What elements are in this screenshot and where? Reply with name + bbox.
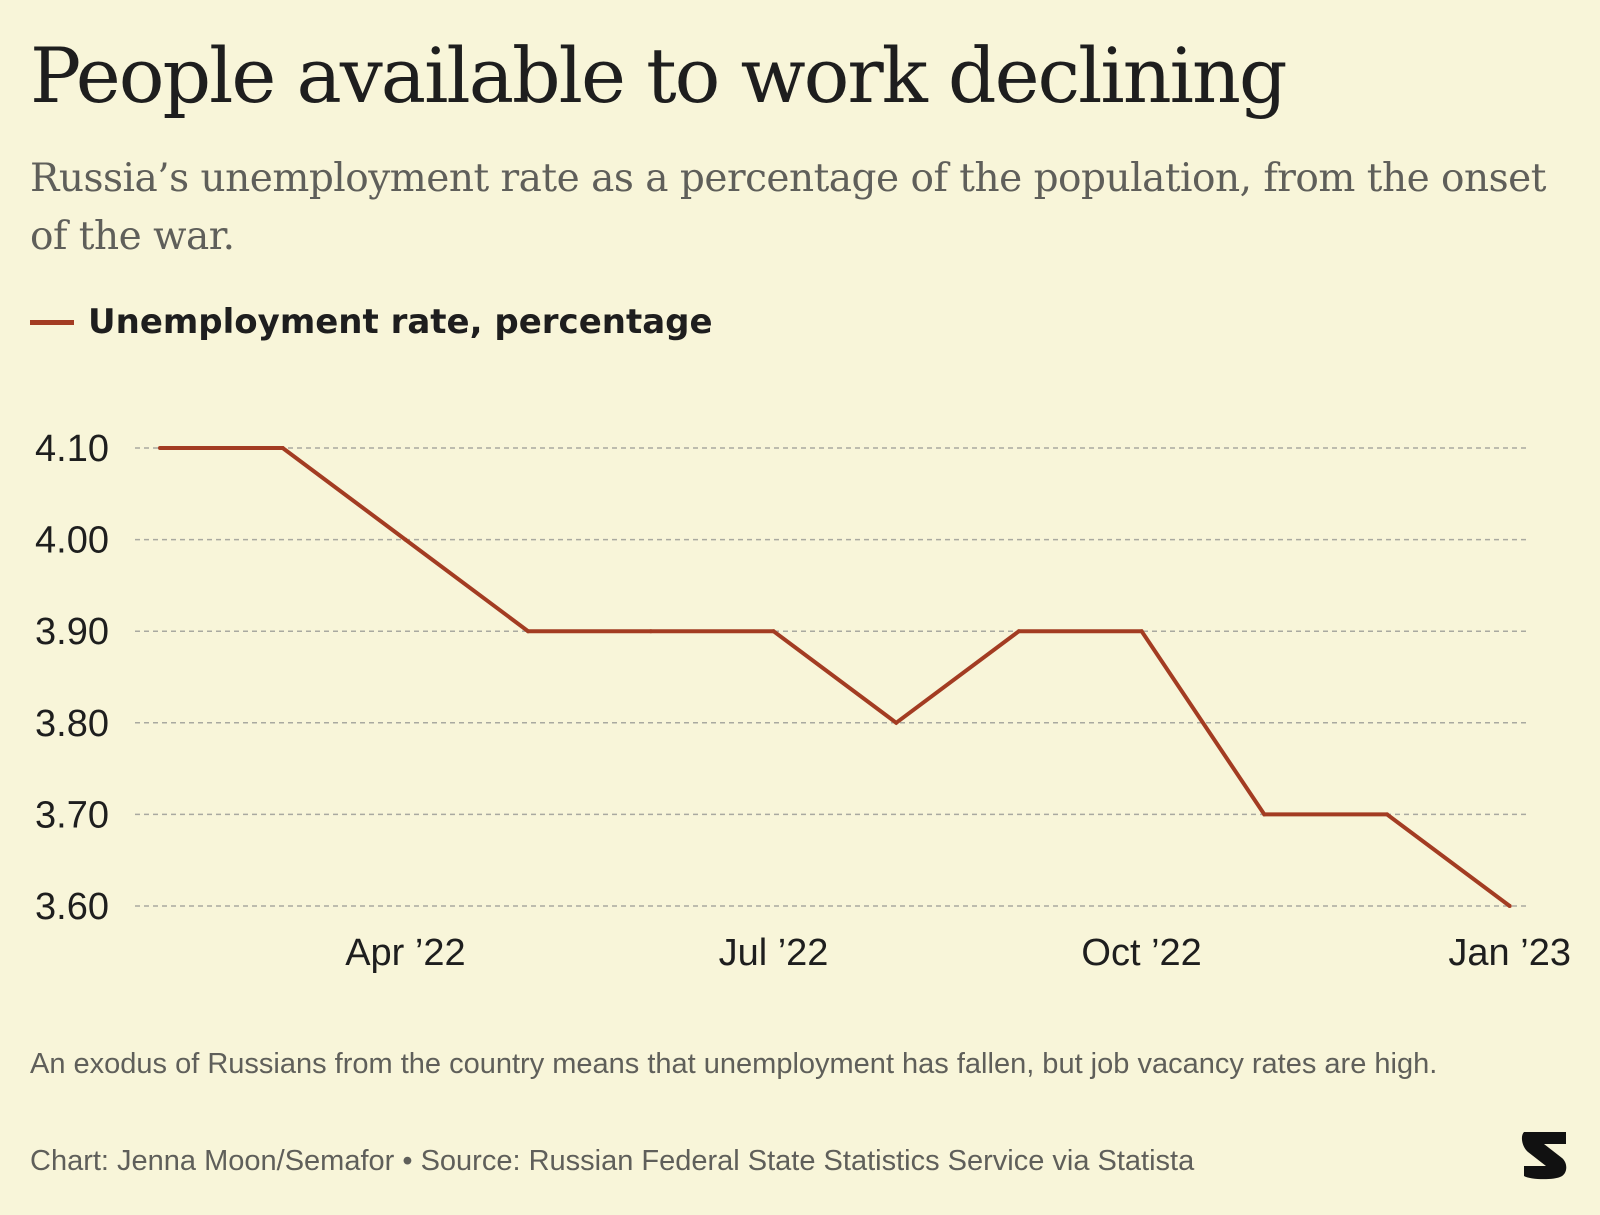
data-point	[771, 629, 776, 634]
data-point	[280, 446, 285, 450]
semafor-logo-icon	[1521, 1132, 1567, 1180]
chart-credit: Chart: Jenna Moon/Semafor • Source: Russ…	[30, 1145, 1195, 1177]
y-tick-label: 3.80	[35, 703, 109, 745]
x-tick-label: Apr ’22	[345, 932, 465, 974]
data-point	[894, 720, 899, 725]
x-tick-label: Oct ’22	[1081, 932, 1201, 974]
line-chart: 4.10 4.00 3.90 3.80 3.70 3.60 Apr ’22 Jul ’22 Oc…	[35, 428, 1571, 974]
footnote: An exodus of Russians from the country m…	[30, 1048, 1438, 1080]
x-tick-label: Jan ’23	[1448, 932, 1571, 974]
chart-title: People available to work declining	[30, 31, 1288, 120]
data-point	[1139, 629, 1144, 634]
y-tick-label: 4.00	[35, 520, 109, 562]
y-tick-label: 3.70	[35, 794, 109, 836]
data-point	[1016, 629, 1021, 634]
data-point	[158, 446, 162, 450]
data-point	[1507, 904, 1512, 908]
data-point	[403, 537, 408, 542]
legend-label: Unemployment rate, percentage	[88, 302, 713, 342]
data-point	[648, 629, 653, 634]
y-tick-label: 4.10	[35, 428, 109, 470]
chart-subtitle: Russia’s unemployment rate as a percenta…	[30, 156, 1546, 259]
y-tick-label: 3.60	[35, 886, 109, 928]
legend: Unemployment rate, percentage	[30, 302, 713, 342]
data-point	[1385, 812, 1389, 817]
data-point	[526, 629, 531, 634]
series-line-unemployment-rate	[160, 446, 1511, 908]
data-point	[1262, 812, 1267, 817]
legend-swatch	[30, 319, 74, 325]
y-tick-label: 3.90	[35, 611, 109, 653]
x-tick-label: Jul ’22	[719, 932, 829, 974]
